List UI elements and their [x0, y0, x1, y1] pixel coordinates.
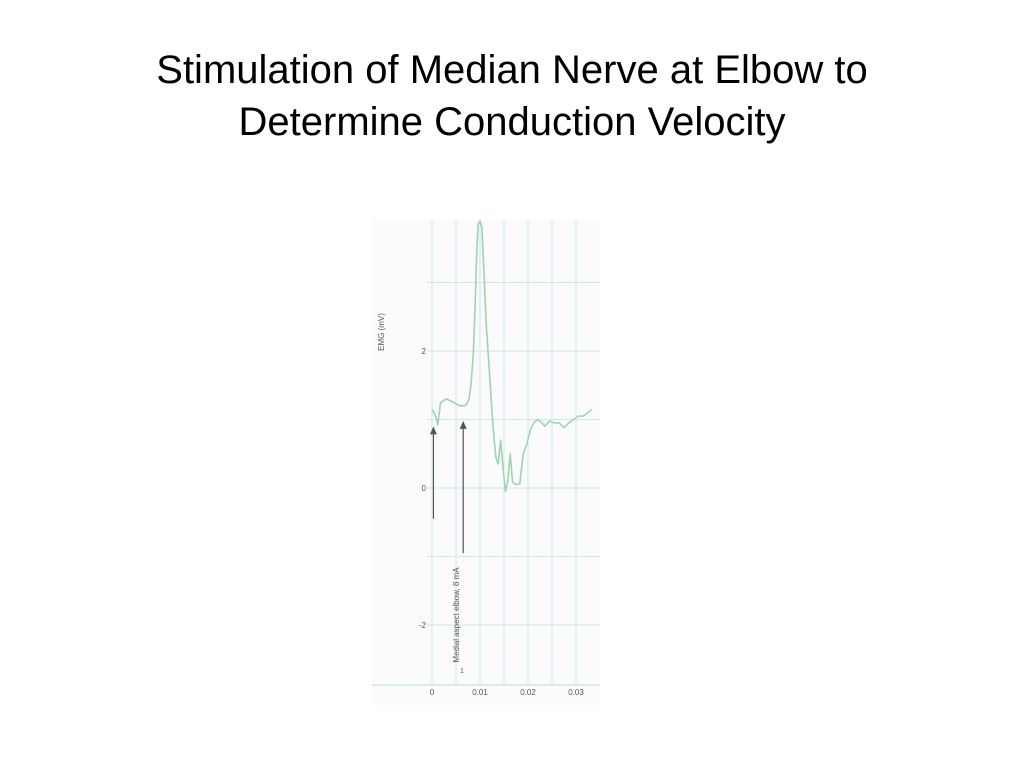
y-axis-label: EMG (mV)	[377, 313, 386, 351]
x-tick-label: 0.02	[520, 688, 536, 697]
y-tick-label: 2	[422, 347, 427, 356]
slide-title: Stimulation of Median Nerve at Elbow to …	[0, 44, 1024, 148]
stimulus-markers	[429, 420, 467, 554]
grid-lines	[427, 220, 600, 685]
x-tick-label: 0.01	[472, 688, 488, 697]
y-tick-label: 0	[422, 484, 427, 493]
tick-labels: 0 0.01 0.02 0.03 -2 0 2	[419, 347, 584, 697]
emg-trace-line	[431, 220, 593, 493]
arrow-head-2	[459, 420, 467, 429]
slide-title-line-2: Determine Conduction Velocity	[238, 100, 786, 144]
emg-chart: 0 0.01 0.02 0.03 -2 0 2 EMG (mV) Medial aspect…	[372, 220, 600, 705]
annotation-label-medial-elbow: Medial aspect elbow, 8 mA	[452, 567, 461, 663]
emg-trace-layer	[431, 220, 593, 493]
marker-index-label: 1	[460, 668, 464, 675]
slide-title-line-1: Stimulation of Median Nerve at Elbow to	[156, 48, 868, 92]
emg-chart-svg: 0 0.01 0.02 0.03 -2 0 2 EMG (mV) Medial aspect…	[372, 220, 600, 705]
x-tick-label: 0.03	[568, 688, 584, 697]
x-tick-label: 0	[430, 688, 435, 697]
arrow-head-1	[429, 426, 437, 435]
chart-background	[372, 220, 600, 705]
y-tick-label: -2	[419, 621, 427, 630]
